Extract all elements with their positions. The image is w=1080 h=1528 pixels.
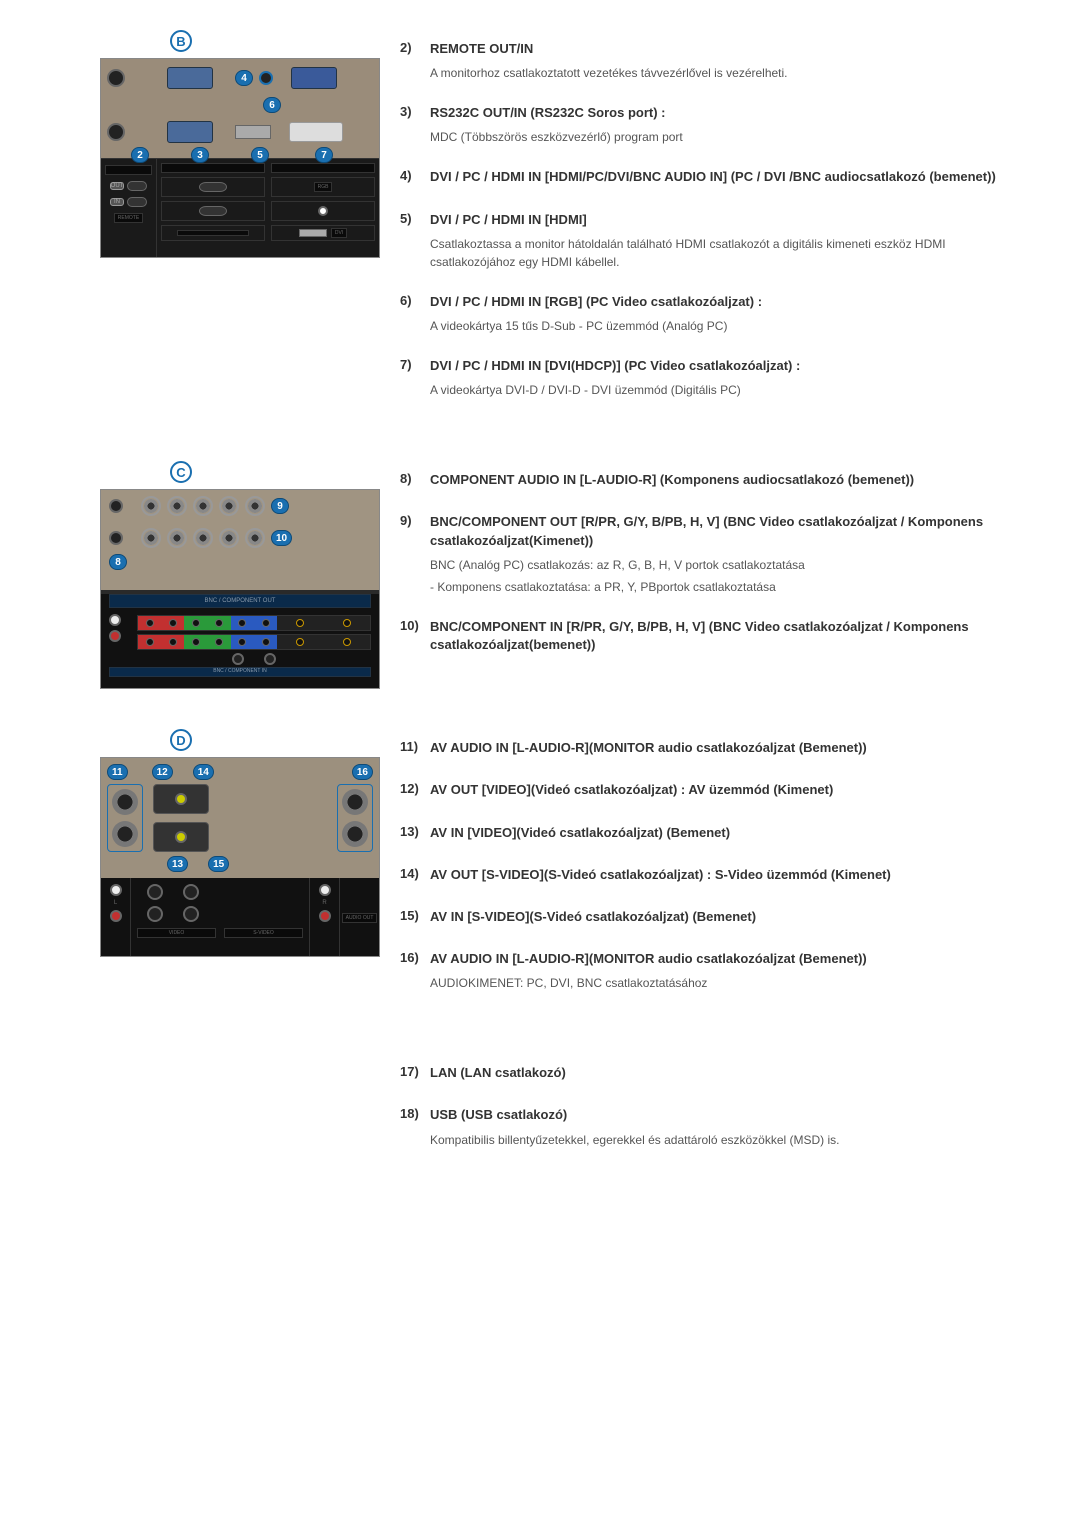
section-b: B 4 6	[60, 30, 1020, 421]
item-11: 11) AV AUDIO IN [L-AUDIO-R](MONITOR audi…	[400, 739, 1020, 763]
item-title: COMPONENT AUDIO IN [L-AUDIO-R] (Komponen…	[430, 471, 1020, 489]
section-b-list: 2) REMOTE OUT/IN A monitorhoz csatlakozt…	[400, 30, 1020, 421]
item-title: DVI / PC / HDMI IN [HDMI/PC/DVI/BNC AUDI…	[430, 168, 1020, 186]
item-14: 14) AV OUT [S-VIDEO](S-Videó csatlakozóa…	[400, 866, 1020, 890]
callout-15: 15	[208, 856, 229, 872]
section-d: D 11 12 14 16	[60, 729, 1020, 1014]
item-desc: BNC (Analóg PC) csatlakozás: az R, G, B,…	[430, 556, 1020, 574]
item-title: DVI / PC / HDMI IN [HDMI]	[430, 211, 1020, 229]
panel-b-diagram: 4 6	[100, 58, 380, 258]
item-8: 8) COMPONENT AUDIO IN [L-AUDIO-R] (Kompo…	[400, 471, 1020, 495]
item-desc: A videokártya DVI-D / DVI-D - DVI üzemmó…	[430, 381, 1020, 399]
item-num: 14)	[400, 866, 430, 890]
item-16: 16) AV AUDIO IN [L-AUDIO-R](MONITOR audi…	[400, 950, 1020, 996]
item-9: 9) BNC/COMPONENT OUT [R/PR, G/Y, B/PB, H…	[400, 513, 1020, 599]
section-d-list: 11) AV AUDIO IN [L-AUDIO-R](MONITOR audi…	[400, 729, 1020, 1014]
item-7: 7) DVI / PC / HDMI IN [DVI(HDCP)] (PC Vi…	[400, 357, 1020, 403]
item-desc: Kompatibilis billentyűzetekkel, egerekke…	[430, 1131, 1020, 1149]
panel-d-diagram: 11 12 14 16	[100, 757, 380, 957]
item-title: RS232C OUT/IN (RS232C Soros port) :	[430, 104, 1020, 122]
callout-13: 13	[167, 856, 188, 872]
section-c-left: C 9 10 8 BNC / C	[60, 461, 400, 689]
callout-14: 14	[193, 764, 214, 780]
item-title: AV IN [VIDEO](Videó csatlakozóaljzat) (B…	[430, 824, 1020, 842]
item-num: 15)	[400, 908, 430, 932]
item-num: 12)	[400, 781, 430, 805]
item-title: BNC/COMPONENT OUT [R/PR, G/Y, B/PB, H, V…	[430, 513, 1020, 549]
section-c: C 9 10 8 BNC / C	[60, 461, 1020, 689]
item-title: LAN (LAN csatlakozó)	[430, 1064, 1020, 1082]
item-title: AV AUDIO IN [L-AUDIO-R](MONITOR audio cs…	[430, 950, 1020, 968]
panel-c-diagram: 9 10 8 BNC / COMPONENT OUT	[100, 489, 380, 689]
callout-12: 12	[152, 764, 173, 780]
item-num: 7)	[400, 357, 430, 403]
item-title: AV OUT [VIDEO](Videó csatlakozóaljzat) :…	[430, 781, 1020, 799]
callout-16: 16	[352, 764, 373, 780]
item-title: DVI / PC / HDMI IN [RGB] (PC Video csatl…	[430, 293, 1020, 311]
callout-10: 10	[271, 530, 292, 546]
badge-b: B	[170, 30, 192, 52]
item-num: 8)	[400, 471, 430, 495]
item-title: USB (USB csatlakozó)	[430, 1106, 1020, 1124]
item-13: 13) AV IN [VIDEO](Videó csatlakozóaljzat…	[400, 824, 1020, 848]
item-desc: Csatlakoztassa a monitor hátoldalán talá…	[430, 235, 1020, 271]
item-num: 18)	[400, 1106, 430, 1152]
item-18: 18) USB (USB csatlakozó) Kompatibilis bi…	[400, 1106, 1020, 1152]
callout-11: 11	[107, 764, 128, 780]
section-extra: 17) LAN (LAN csatlakozó) 18) USB (USB cs…	[60, 1054, 1020, 1170]
section-d-left: D 11 12 14 16	[60, 729, 400, 957]
item-num: 2)	[400, 40, 430, 86]
item-num: 13)	[400, 824, 430, 848]
item-num: 3)	[400, 104, 430, 150]
item-num: 17)	[400, 1064, 430, 1088]
callout-6: 6	[263, 97, 281, 113]
badge-c: C	[170, 461, 192, 483]
item-title: REMOTE OUT/IN	[430, 40, 1020, 58]
item-17: 17) LAN (LAN csatlakozó)	[400, 1064, 1020, 1088]
item-desc: A monitorhoz csatlakoztatott vezetékes t…	[430, 64, 1020, 82]
callout-4: 4	[235, 70, 253, 86]
item-num: 5)	[400, 211, 430, 275]
item-title: AV IN [S-VIDEO](S-Videó csatlakozóaljzat…	[430, 908, 1020, 926]
callout-9: 9	[271, 498, 289, 514]
badge-d: D	[170, 729, 192, 751]
section-c-list: 8) COMPONENT AUDIO IN [L-AUDIO-R] (Kompo…	[400, 461, 1020, 678]
item-desc: AUDIOKIMENET: PC, DVI, BNC csatlakoztatá…	[430, 974, 1020, 992]
section-b-left: B 4 6	[60, 30, 400, 258]
item-title: AV AUDIO IN [L-AUDIO-R](MONITOR audio cs…	[430, 739, 1020, 757]
item-5: 5) DVI / PC / HDMI IN [HDMI] Csatlakozta…	[400, 211, 1020, 275]
item-title: DVI / PC / HDMI IN [DVI(HDCP)] (PC Video…	[430, 357, 1020, 375]
item-num: 9)	[400, 513, 430, 599]
item-10: 10) BNC/COMPONENT IN [R/PR, G/Y, B/PB, H…	[400, 618, 1020, 660]
item-desc: - Komponens csatlakoztatása: a PR, Y, PB…	[430, 578, 1020, 596]
item-6: 6) DVI / PC / HDMI IN [RGB] (PC Video cs…	[400, 293, 1020, 339]
item-desc: A videokártya 15 tűs D-Sub - PC üzemmód …	[430, 317, 1020, 335]
item-num: 11)	[400, 739, 430, 763]
item-3: 3) RS232C OUT/IN (RS232C Soros port) : M…	[400, 104, 1020, 150]
item-12: 12) AV OUT [VIDEO](Videó csatlakozóaljza…	[400, 781, 1020, 805]
item-title: BNC/COMPONENT IN [R/PR, G/Y, B/PB, H, V]…	[430, 618, 1020, 654]
item-title: AV OUT [S-VIDEO](S-Videó csatlakozóaljza…	[430, 866, 1020, 884]
item-num: 10)	[400, 618, 430, 660]
section-extra-list: 17) LAN (LAN csatlakozó) 18) USB (USB cs…	[400, 1054, 1020, 1170]
item-num: 6)	[400, 293, 430, 339]
item-desc: MDC (Többszörös eszközvezérlő) program p…	[430, 128, 1020, 146]
item-15: 15) AV IN [S-VIDEO](S-Videó csatlakozóal…	[400, 908, 1020, 932]
item-num: 16)	[400, 950, 430, 996]
callout-8: 8	[109, 554, 127, 570]
item-num: 4)	[400, 168, 430, 192]
item-2: 2) REMOTE OUT/IN A monitorhoz csatlakozt…	[400, 40, 1020, 86]
item-4: 4) DVI / PC / HDMI IN [HDMI/PC/DVI/BNC A…	[400, 168, 1020, 192]
